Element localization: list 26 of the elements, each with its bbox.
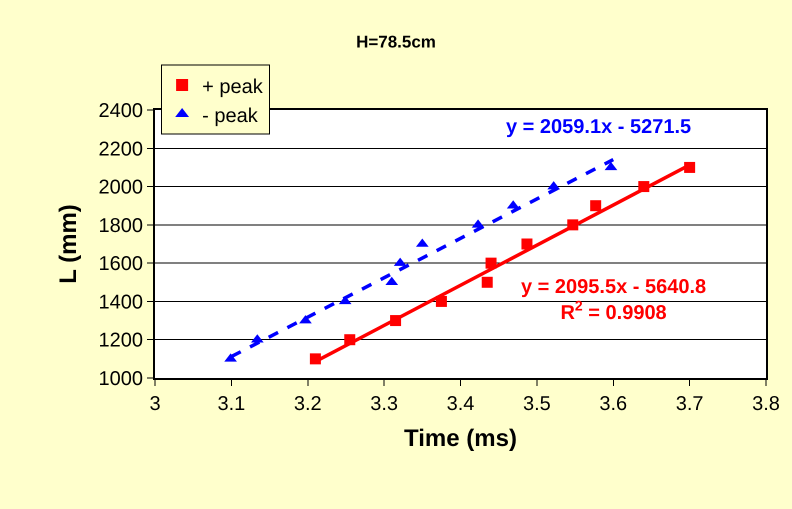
x-axis-title: Time (ms) (404, 424, 517, 452)
y-tick-label: 1800 (98, 214, 143, 237)
y-tick-label: 1200 (98, 330, 143, 352)
y-tick-label: 1000 (98, 368, 143, 390)
x-tick-label: 3.6 (599, 393, 628, 415)
x-tick-label: 3 (149, 393, 161, 415)
x-tick-label: 3.1 (217, 393, 246, 415)
legend-label: + peak (202, 76, 264, 98)
point (482, 276, 493, 288)
x-tick-label: 3.4 (446, 393, 474, 415)
legend-label: - peak (202, 104, 259, 127)
x-tick-label: 3.2 (294, 393, 322, 415)
y-tick-label: 2000 (98, 176, 143, 199)
annotation: y = 2059.1x - 5271.5 (506, 116, 692, 138)
y-tick-label: 1600 (98, 253, 143, 276)
y-axis-title: L (mm) (55, 204, 82, 284)
x-tick-label: 3.5 (522, 393, 551, 415)
annotation: y = 2095.5x - 5640.8 R$^{2}$ = 0.9908 (521, 276, 706, 324)
y-tick-label: 2200 (98, 138, 143, 160)
x-tick-label: 3.7 (676, 393, 704, 415)
point (590, 200, 602, 212)
chart-title: H=78.5cm (356, 32, 436, 52)
x-tick-label: 3.8 (752, 393, 780, 415)
y-tick-label: 2400 (98, 100, 143, 122)
x-tick-label: 3.3 (370, 393, 398, 415)
y-tick-label: 1400 (98, 291, 143, 314)
